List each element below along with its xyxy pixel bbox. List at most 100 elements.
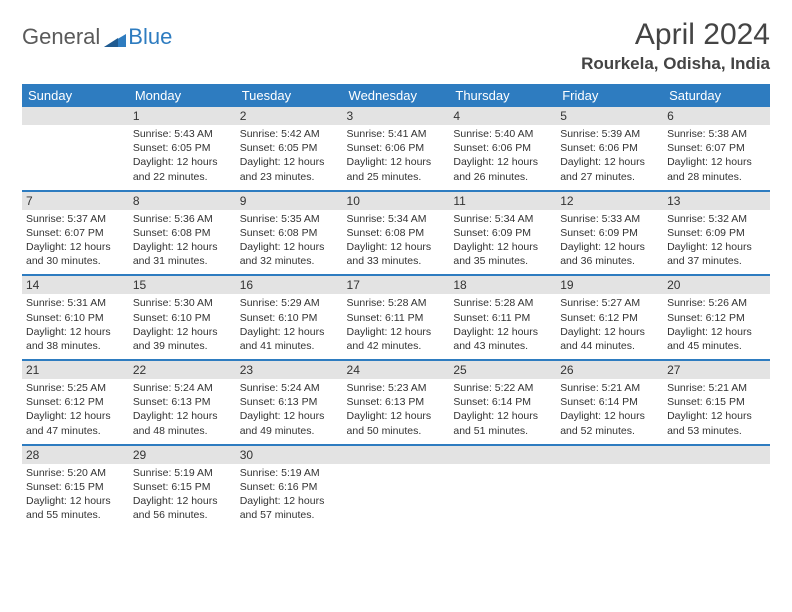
calendar-cell [556, 445, 663, 529]
sunrise-line: Sunrise: 5:30 AM [133, 296, 232, 310]
day-header: Tuesday [236, 84, 343, 107]
sunset-line: Sunset: 6:11 PM [347, 311, 446, 325]
day-number: 25 [449, 361, 556, 379]
daylight-line: Daylight: 12 hours and 32 minutes. [240, 240, 339, 268]
daylight-line: Daylight: 12 hours and 28 minutes. [667, 155, 766, 183]
day-data: Sunrise: 5:41 AMSunset: 6:06 PMDaylight:… [343, 125, 450, 190]
calendar-cell: 8Sunrise: 5:36 AMSunset: 6:08 PMDaylight… [129, 191, 236, 276]
calendar-header-row: SundayMondayTuesdayWednesdayThursdayFrid… [22, 84, 770, 107]
header: General Blue April 2024 Rourkela, Odisha… [22, 18, 770, 74]
day-data [663, 464, 770, 524]
daylight-line: Daylight: 12 hours and 45 minutes. [667, 325, 766, 353]
logo-text-general: General [22, 24, 100, 50]
day-number: 4 [449, 107, 556, 125]
daylight-line: Daylight: 12 hours and 49 minutes. [240, 409, 339, 437]
day-number: 22 [129, 361, 236, 379]
sunrise-line: Sunrise: 5:22 AM [453, 381, 552, 395]
daylight-line: Daylight: 12 hours and 41 minutes. [240, 325, 339, 353]
sunset-line: Sunset: 6:08 PM [347, 226, 446, 240]
sunrise-line: Sunrise: 5:27 AM [560, 296, 659, 310]
day-number: 11 [449, 192, 556, 210]
calendar-cell: 2Sunrise: 5:42 AMSunset: 6:05 PMDaylight… [236, 107, 343, 191]
sunrise-line: Sunrise: 5:29 AM [240, 296, 339, 310]
calendar-week-row: 14Sunrise: 5:31 AMSunset: 6:10 PMDayligh… [22, 275, 770, 360]
daylight-line: Daylight: 12 hours and 33 minutes. [347, 240, 446, 268]
calendar-cell [449, 445, 556, 529]
day-header: Thursday [449, 84, 556, 107]
sunset-line: Sunset: 6:15 PM [133, 480, 232, 494]
calendar-cell: 3Sunrise: 5:41 AMSunset: 6:06 PMDaylight… [343, 107, 450, 191]
calendar-cell [343, 445, 450, 529]
day-number: 15 [129, 276, 236, 294]
calendar-cell: 15 Sunrise: 5:30 AMSunset: 6:10 PMDayligh… [129, 275, 236, 360]
day-header: Monday [129, 84, 236, 107]
location: Rourkela, Odisha, India [581, 54, 770, 74]
day-number: 13 [663, 192, 770, 210]
calendar-cell: 7Sunrise: 5:37 AMSunset: 6:07 PMDaylight… [22, 191, 129, 276]
day-number: 8 [129, 192, 236, 210]
day-data: Sunrise: 5:28 AMSunset: 6:11 PMDaylight:… [343, 294, 450, 359]
sunrise-line: Sunrise: 5:25 AM [26, 381, 125, 395]
calendar-cell: 17Sunrise: 5:28 AMSunset: 6:11 PMDayligh… [343, 275, 450, 360]
daylight-line: Daylight: 12 hours and 39 minutes. [133, 325, 232, 353]
sunset-line: Sunset: 6:13 PM [347, 395, 446, 409]
sunrise-line: Sunrise: 5:20 AM [26, 466, 125, 480]
sunrise-line: Sunrise: 5:21 AM [667, 381, 766, 395]
sunrise-line: Sunrise: 5:24 AM [133, 381, 232, 395]
day-header: Wednesday [343, 84, 450, 107]
calendar-cell: 30Sunrise: 5:19 AMSunset: 6:16 PMDayligh… [236, 445, 343, 529]
calendar-cell: 1Sunrise: 5:43 AMSunset: 6:05 PMDaylight… [129, 107, 236, 191]
day-number: 30 [236, 446, 343, 464]
sunset-line: Sunset: 6:08 PM [240, 226, 339, 240]
daylight-line: Daylight: 12 hours and 25 minutes. [347, 155, 446, 183]
daylight-line: Daylight: 12 hours and 56 minutes. [133, 494, 232, 522]
sunset-line: Sunset: 6:07 PM [667, 141, 766, 155]
calendar-cell: 6 Sunrise: 5:38 AMSunset: 6:07 PMDaylight… [663, 107, 770, 191]
sunset-line: Sunset: 6:15 PM [26, 480, 125, 494]
calendar-cell: 12Sunrise: 5:33 AMSunset: 6:09 PMDayligh… [556, 191, 663, 276]
day-data: Sunrise: 5:26 AMSunset: 6:12 PMDaylight:… [663, 294, 770, 359]
day-number: 20 [663, 276, 770, 294]
sunrise-line: Sunrise: 5:38 AM [667, 127, 766, 141]
sunrise-line: Sunrise: 5:37 AM [26, 212, 125, 226]
sunset-line: Sunset: 6:12 PM [26, 395, 125, 409]
day-header: Friday [556, 84, 663, 107]
sunset-line: Sunset: 6:06 PM [560, 141, 659, 155]
calendar-week-row: 7Sunrise: 5:37 AMSunset: 6:07 PMDaylight… [22, 191, 770, 276]
calendar-week-row: 28Sunrise: 5:20 AMSunset: 6:15 PMDayligh… [22, 445, 770, 529]
sunrise-line: Sunrise: 5:19 AM [133, 466, 232, 480]
calendar-cell: 28Sunrise: 5:20 AMSunset: 6:15 PMDayligh… [22, 445, 129, 529]
day-number: 6 [663, 107, 770, 125]
calendar-cell: 16Sunrise: 5:29 AMSunset: 6:10 PMDayligh… [236, 275, 343, 360]
sunset-line: Sunset: 6:13 PM [240, 395, 339, 409]
sunrise-line: Sunrise: 5:34 AM [347, 212, 446, 226]
day-data [22, 125, 129, 185]
sunset-line: Sunset: 6:05 PM [133, 141, 232, 155]
sunset-line: Sunset: 6:09 PM [560, 226, 659, 240]
day-data: Sunrise: 5:22 AMSunset: 6:14 PMDaylight:… [449, 379, 556, 444]
daylight-line: Daylight: 12 hours and 43 minutes. [453, 325, 552, 353]
day-number: 21 [22, 361, 129, 379]
month-title: April 2024 [581, 18, 770, 52]
day-number [22, 107, 129, 125]
daylight-line: Daylight: 12 hours and 30 minutes. [26, 240, 125, 268]
daylight-line: Daylight: 12 hours and 37 minutes. [667, 240, 766, 268]
sunset-line: Sunset: 6:10 PM [133, 311, 232, 325]
day-data: Sunrise: 5:39 AMSunset: 6:06 PMDaylight:… [556, 125, 663, 190]
sunset-line: Sunset: 6:05 PM [240, 141, 339, 155]
day-number: 9 [236, 192, 343, 210]
sunrise-line: Sunrise: 5:21 AM [560, 381, 659, 395]
sunrise-line: Sunrise: 5:34 AM [453, 212, 552, 226]
day-number: 5 [556, 107, 663, 125]
day-number: 17 [343, 276, 450, 294]
calendar-week-row: 21 Sunrise: 5:25 AMSunset: 6:12 PM Dayligh… [22, 360, 770, 445]
sunset-line: Sunset: 6:08 PM [133, 226, 232, 240]
sunset-line: Sunset: 6:14 PM [453, 395, 552, 409]
day-data: Sunrise: 5:19 AMSunset: 6:16 PMDaylight:… [236, 464, 343, 529]
sunrise-line: Sunrise: 5:28 AM [453, 296, 552, 310]
day-number: 1 [129, 107, 236, 125]
sunset-line: Sunset: 6:12 PM [560, 311, 659, 325]
calendar-week-row: 1Sunrise: 5:43 AMSunset: 6:05 PMDaylight… [22, 107, 770, 191]
day-data: Sunrise: 5:35 AMSunset: 6:08 PMDaylight:… [236, 210, 343, 275]
title-block: April 2024 Rourkela, Odisha, India [581, 18, 770, 74]
